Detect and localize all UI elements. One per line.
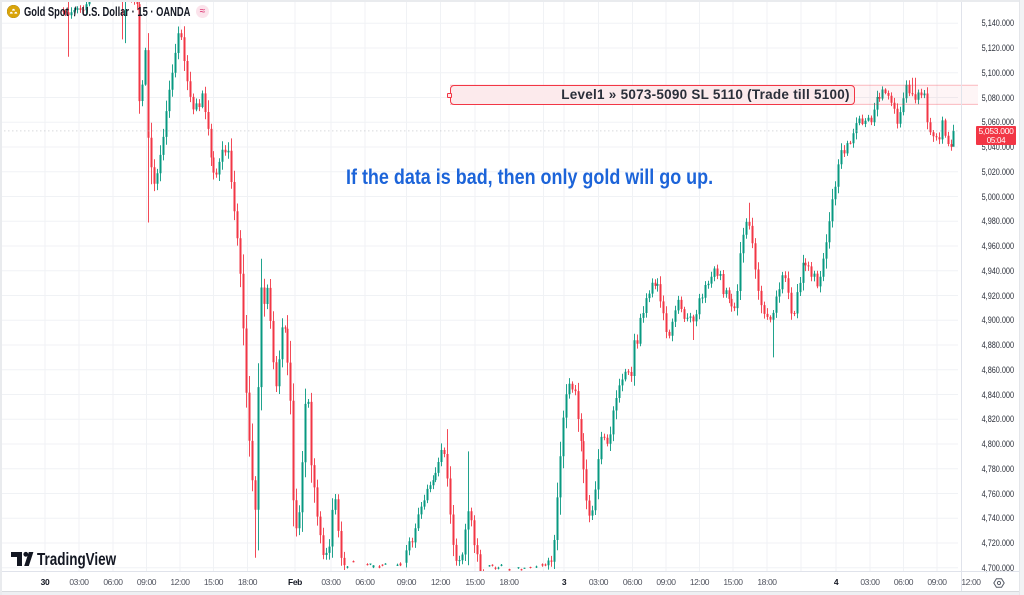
svg-text:TradingView: TradingView xyxy=(37,550,117,569)
